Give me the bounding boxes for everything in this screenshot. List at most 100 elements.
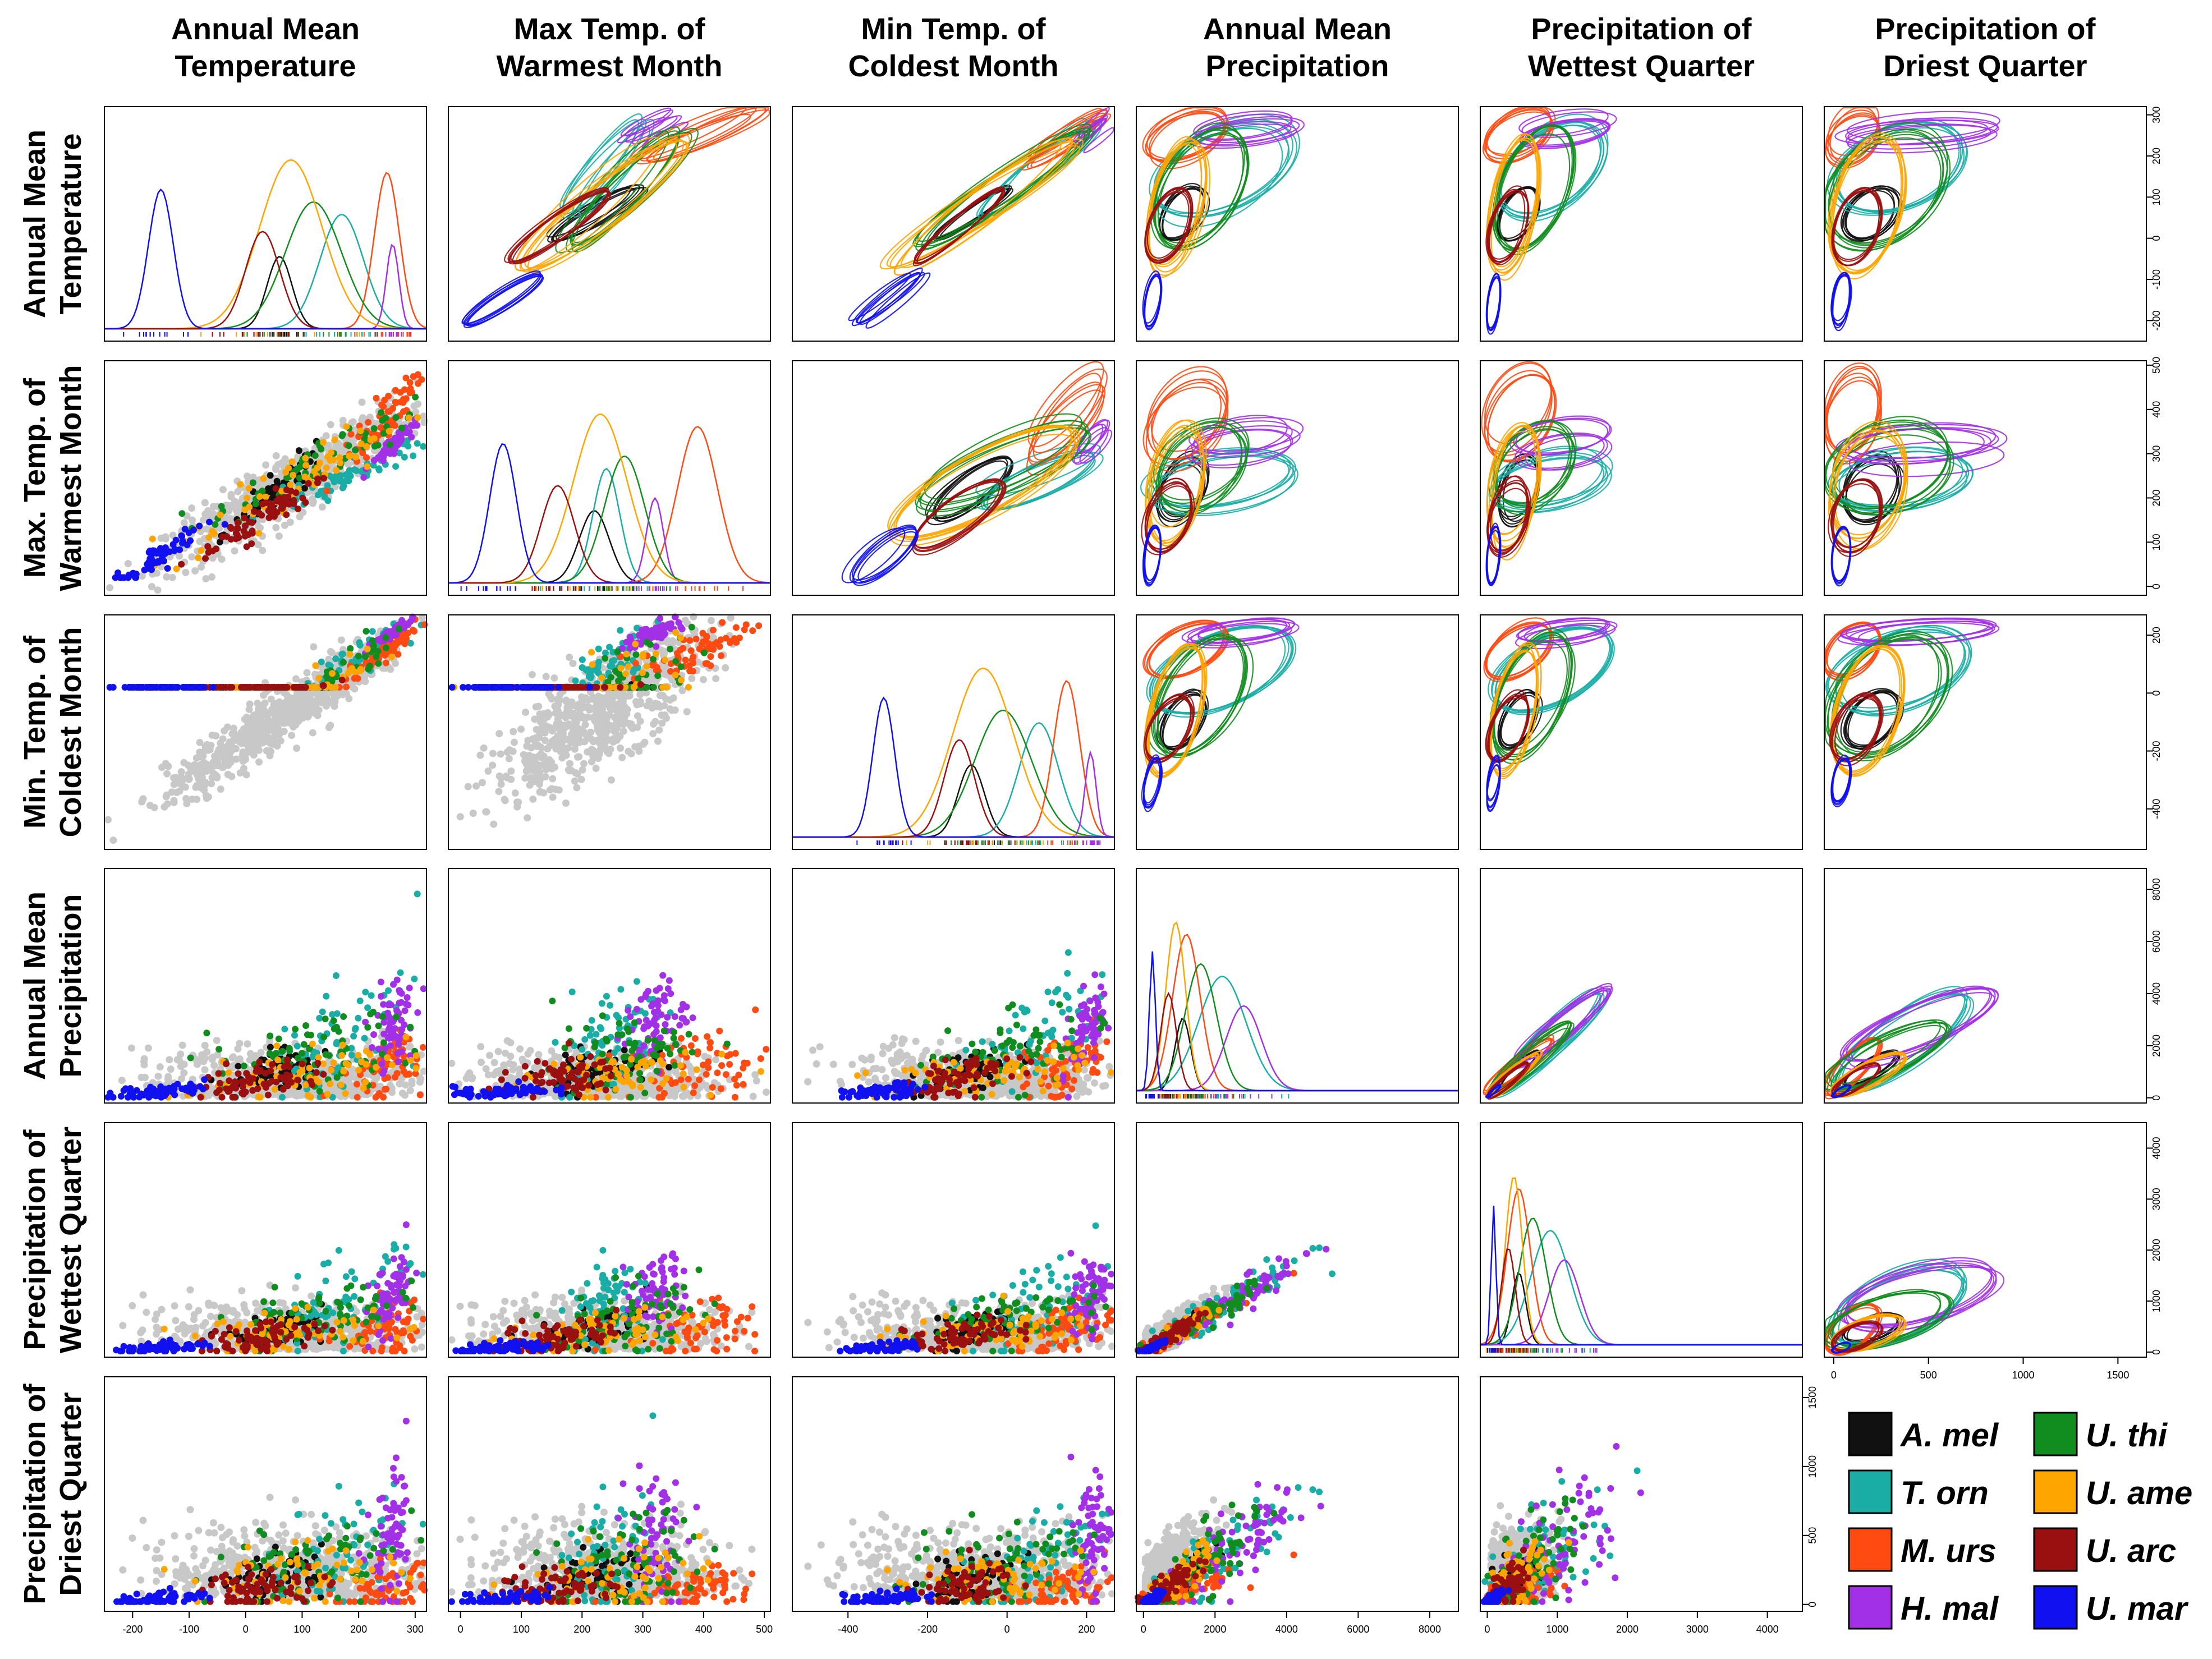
scatter-point-background (651, 700, 659, 707)
scatter-point (109, 684, 117, 691)
scatter-point (302, 454, 309, 462)
scatter-point-background (524, 814, 531, 822)
scatter-point-background (219, 735, 227, 743)
panel-r4-c1 (104, 868, 428, 1104)
scatter-point (180, 684, 187, 691)
scatter-point (244, 494, 251, 502)
scatter-point-background (219, 486, 227, 494)
scatter-point (398, 619, 405, 626)
scatter-point (586, 684, 593, 691)
scatter-point-background (329, 690, 337, 697)
scatter-point (267, 472, 274, 479)
scatter-point (630, 668, 637, 675)
scatter-point-background (529, 795, 537, 803)
ellipse-series-3 (1834, 111, 2000, 154)
scatter-point (598, 674, 605, 682)
scatter-point (311, 684, 318, 691)
scatter-point-background (402, 1081, 410, 1089)
scatter-point (336, 477, 343, 484)
scatter-point-background (484, 767, 492, 775)
scatter-point-background (618, 753, 626, 761)
scatter-point-background (550, 736, 558, 743)
scatter-point (533, 684, 540, 691)
scatter-point-background (286, 518, 294, 526)
scatter-point (302, 499, 309, 506)
scatter-point (320, 439, 327, 446)
scatter-point (281, 494, 288, 501)
scatter-point (311, 452, 319, 459)
scatter-point (367, 436, 374, 443)
bootstrap-ellipse (1487, 190, 1529, 263)
scatter-point (258, 512, 265, 519)
scatter-point-background (598, 732, 605, 739)
scatter-point-background (520, 751, 527, 759)
scatter-point (400, 399, 407, 406)
scatter-point (398, 424, 405, 431)
scatter-point-background (683, 708, 691, 716)
scatter-point-background (290, 723, 297, 731)
scatter-point (639, 627, 646, 634)
bootstrap-ellipse (1834, 119, 1989, 145)
scatter-point-background (310, 643, 318, 651)
scatter-point (682, 656, 689, 664)
scatter-point (252, 500, 259, 508)
scatter-point-background (180, 519, 188, 527)
scatter-point-background (551, 763, 559, 771)
scatter-point-background (522, 709, 530, 716)
scatter-point-background (297, 702, 305, 710)
scatter-point (623, 650, 630, 658)
panel-r1-c2 (448, 106, 771, 342)
scatter-point-background (544, 760, 552, 768)
scatter-point (243, 684, 250, 691)
scatter-point (302, 684, 309, 691)
scatter-point-background (588, 736, 595, 743)
scatter-point (382, 415, 389, 422)
bootstrap-ellipse (463, 272, 542, 326)
scatter-point (588, 649, 595, 656)
scatter-point-background (208, 573, 216, 581)
scatter-point-background (495, 730, 503, 738)
scatter-point (373, 394, 380, 402)
scatter-point (617, 627, 624, 634)
scatter-point (209, 684, 217, 691)
scatter-point-background (578, 697, 586, 705)
scatter-point (375, 466, 383, 474)
scatter-point (384, 408, 392, 415)
scatter-point-background (616, 744, 624, 752)
bootstrap-ellipse (1146, 107, 1228, 159)
scatter-point (707, 653, 714, 660)
scatter-point (370, 425, 378, 432)
scatter-point (685, 684, 692, 691)
scatter-point (492, 684, 499, 691)
scatter-point (250, 684, 258, 691)
scatter-point-background (607, 745, 614, 753)
scatter-point-background (208, 731, 216, 739)
scatter-point (198, 684, 205, 691)
scatter-point (379, 457, 387, 465)
scatter-point (339, 484, 346, 491)
scatter-point-background (649, 730, 657, 738)
scatter-point-background (202, 525, 210, 533)
scatter-point (183, 541, 191, 549)
scatter-point-background (593, 698, 601, 706)
bootstrap-ellipse (1148, 109, 1229, 164)
scatter-point (148, 554, 155, 562)
scatter-point (410, 452, 417, 459)
scatter-point (383, 644, 390, 651)
scatter-point (659, 684, 667, 691)
scatter-point-background (309, 729, 316, 737)
row-title-1: Annual MeanTemperature (18, 130, 88, 318)
scatter-point (690, 653, 697, 660)
scatter-point-background (632, 698, 640, 706)
scatter-point-background (267, 695, 275, 703)
scatter-point-background (242, 771, 250, 779)
scatter-point (218, 503, 225, 510)
panel-r1-c1 (104, 106, 427, 342)
scatter-point-background (566, 654, 573, 661)
bootstrap-ellipse (503, 187, 609, 264)
scatter-point (480, 684, 487, 691)
scatter-point-background (707, 617, 715, 624)
scatter-point-background (483, 808, 490, 816)
scatter-point-background (607, 776, 615, 784)
scatter-point-background (277, 737, 284, 745)
